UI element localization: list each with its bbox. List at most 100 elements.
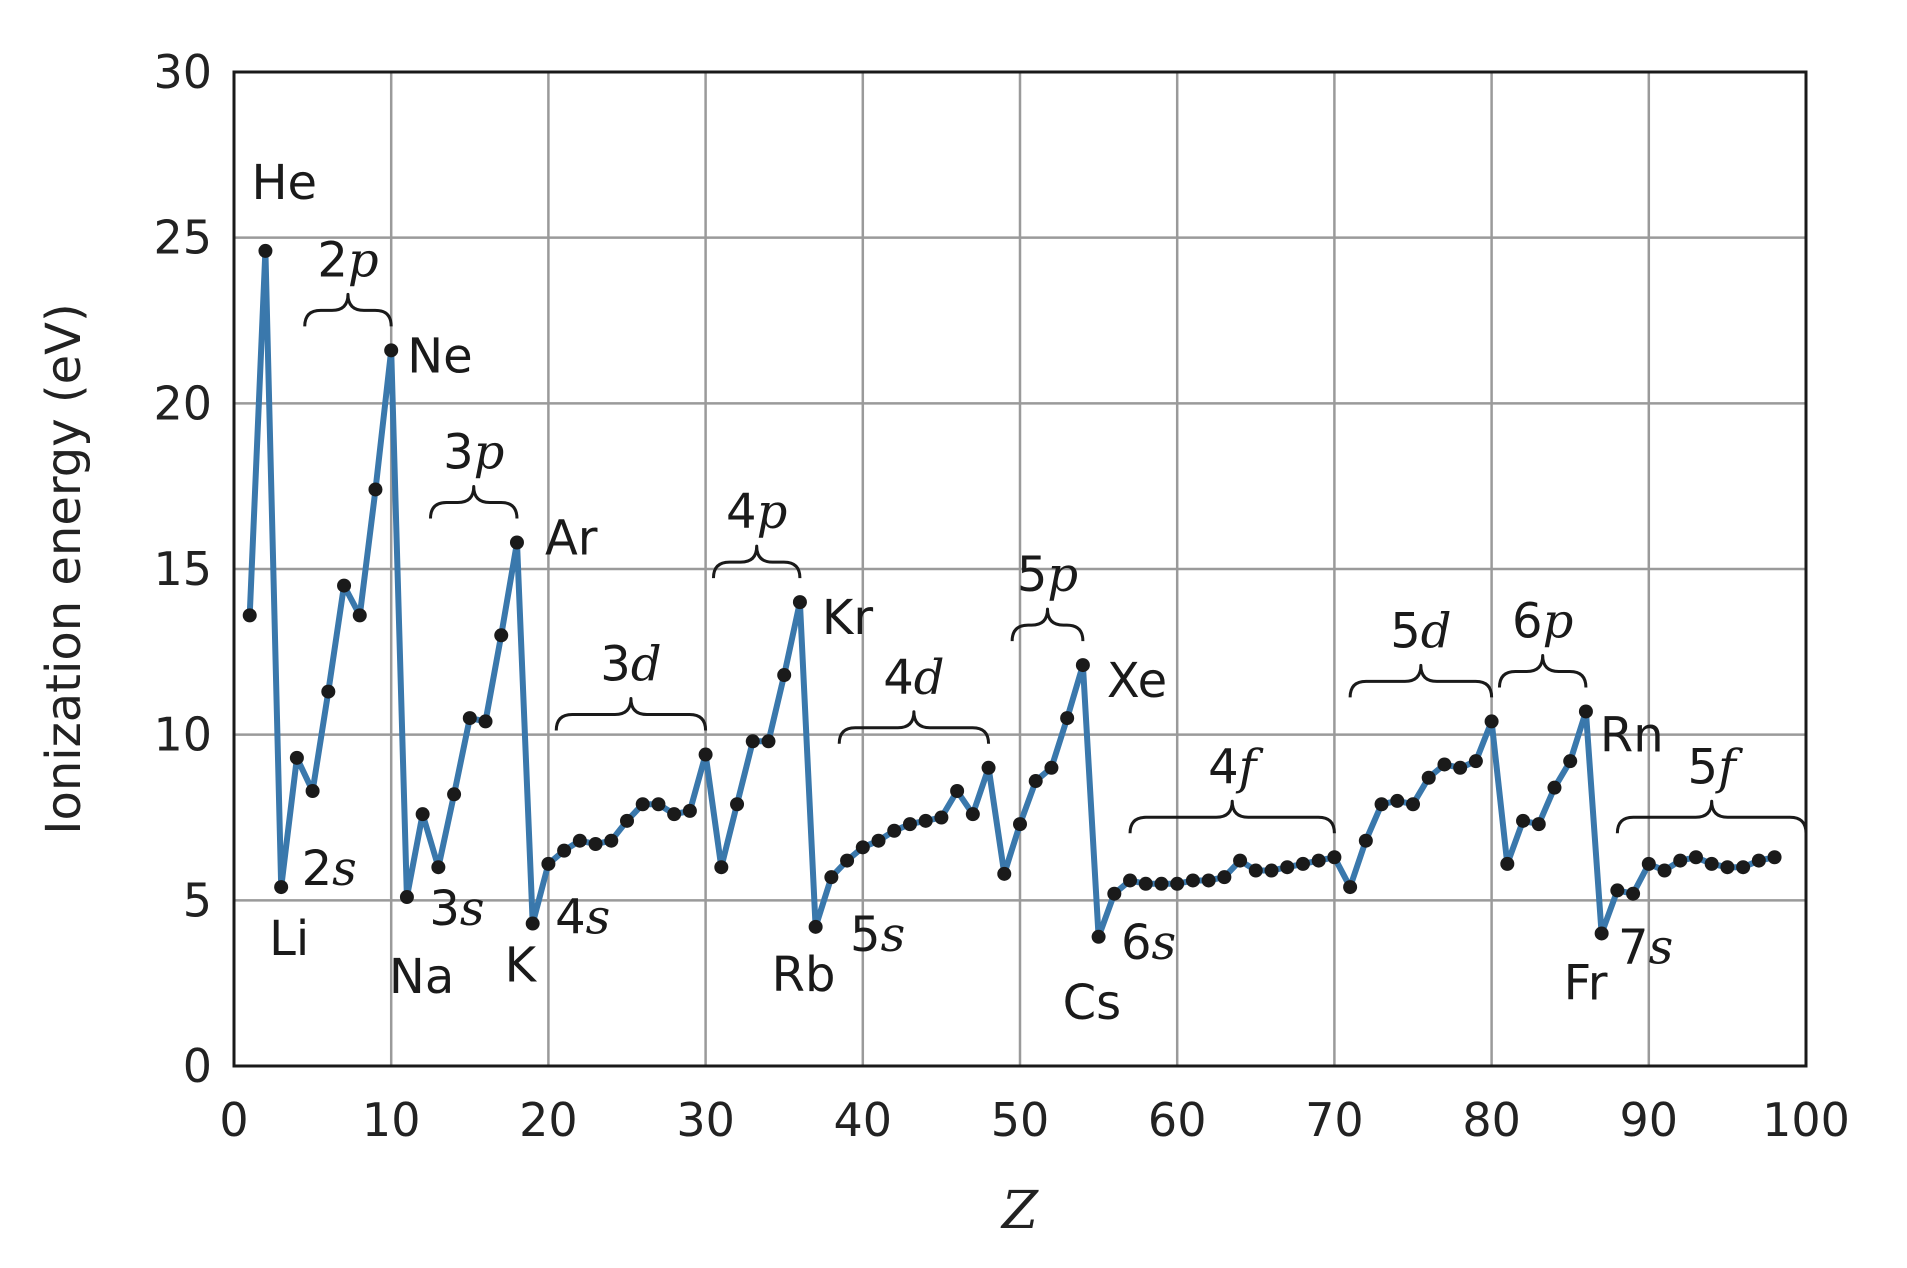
subshell-brace (554, 697, 708, 731)
ionization-series (242, 243, 1782, 944)
subshell-label: 3d (600, 637, 661, 693)
data-point (1626, 886, 1641, 901)
data-point (1233, 853, 1248, 868)
x-tick-label: 80 (1462, 1093, 1521, 1147)
data-point (431, 860, 446, 875)
data-point (415, 807, 430, 822)
data-point (1500, 856, 1515, 871)
data-point (1516, 813, 1531, 828)
x-tick-label: 70 (1305, 1093, 1364, 1147)
data-point (462, 711, 477, 726)
data-point (289, 750, 304, 765)
data-point (965, 807, 980, 822)
data-point (588, 837, 603, 852)
data-point (1343, 880, 1358, 895)
data-point (887, 823, 902, 838)
element-label: Ne (407, 328, 472, 384)
data-point (1075, 658, 1090, 673)
data-point (1406, 797, 1420, 812)
subshell-label: 6p (1512, 593, 1573, 649)
data-point (541, 856, 556, 871)
data-point (855, 840, 870, 855)
x-axis-label: Z (1000, 1181, 1039, 1241)
subshell-brace (1010, 607, 1085, 642)
data-point (1170, 876, 1185, 891)
data-point (698, 747, 713, 762)
element-label: Rb (772, 947, 836, 1003)
subshell-brace (1128, 799, 1336, 834)
data-point (1437, 757, 1452, 772)
data-point (651, 797, 666, 812)
data-point (808, 919, 823, 934)
data-point (557, 843, 572, 858)
element-label: He (251, 155, 317, 211)
x-tick-label: 60 (1148, 1093, 1207, 1147)
data-point (321, 684, 336, 699)
data-point (1311, 853, 1326, 868)
data-point (682, 803, 697, 818)
y-tick-label: 10 (153, 708, 212, 762)
data-point (1594, 926, 1609, 941)
data-point (840, 853, 855, 868)
subshell-label: 4d (883, 650, 944, 706)
data-point (667, 807, 682, 822)
element-label: Cs (1063, 975, 1122, 1031)
subshell-label: 2p (317, 232, 378, 288)
data-point (1327, 850, 1342, 865)
element-labels: He Ne Ar Kr Xe Rn Li Na K Rb Cs Fr 2s 3s 4s 5s 6s 7s (251, 155, 1673, 1031)
data-point (761, 734, 776, 749)
x-tick-label: 0 (219, 1093, 248, 1147)
plot-frame (232, 70, 1808, 1068)
data-point (1280, 860, 1295, 875)
x-tick-label: 50 (991, 1093, 1050, 1147)
subshell-braces: 2p 3p 3d 4p 4d 5p 4f 5d 6p 5f (303, 232, 1808, 834)
data-point (1610, 883, 1625, 898)
data-point (258, 243, 273, 258)
data-point (824, 870, 839, 885)
data-point (1295, 856, 1310, 871)
data-point (352, 608, 367, 623)
y-axis-label: Ionization energy (eV) (36, 303, 92, 834)
shell-label: 5s (850, 907, 905, 963)
data-point (1704, 856, 1719, 871)
data-point (997, 866, 1012, 881)
subshell-brace (1497, 653, 1588, 688)
data-point (918, 813, 933, 828)
subshell-label: 4f (1208, 739, 1264, 795)
data-point (1736, 860, 1751, 875)
data-point (399, 890, 414, 905)
element-label: Na (389, 949, 454, 1005)
data-point (1531, 817, 1546, 832)
data-point (1358, 833, 1373, 848)
data-point (1484, 714, 1499, 729)
data-point (1688, 850, 1703, 865)
data-point (871, 833, 886, 848)
data-point (1185, 873, 1200, 888)
data-point (572, 833, 587, 848)
data-point (494, 628, 509, 643)
shell-label: 2s (302, 841, 357, 897)
data-point (714, 860, 729, 875)
data-point (1453, 760, 1468, 775)
data-point (368, 482, 383, 497)
data-point (274, 880, 289, 895)
data-point (1751, 853, 1766, 868)
data-point (509, 535, 524, 550)
x-tick-labels: 0 10 20 30 40 50 60 70 80 90 100 (219, 1093, 1850, 1147)
subshell-label: 3p (443, 424, 504, 480)
element-label: K (505, 938, 538, 994)
data-point (1028, 774, 1043, 789)
subshell-brace (303, 292, 393, 327)
data-point (1217, 870, 1232, 885)
y-tick-label: 25 (153, 211, 212, 265)
data-point (337, 578, 352, 593)
data-point (305, 783, 320, 798)
data-point (525, 916, 540, 931)
data-point (1374, 797, 1389, 812)
data-point (1264, 863, 1279, 878)
y-tick-label: 20 (153, 376, 212, 430)
element-label: Rn (1600, 707, 1664, 763)
data-point (384, 343, 399, 358)
x-tick-label: 10 (362, 1093, 421, 1147)
subshell-label: 5p (1017, 547, 1078, 603)
